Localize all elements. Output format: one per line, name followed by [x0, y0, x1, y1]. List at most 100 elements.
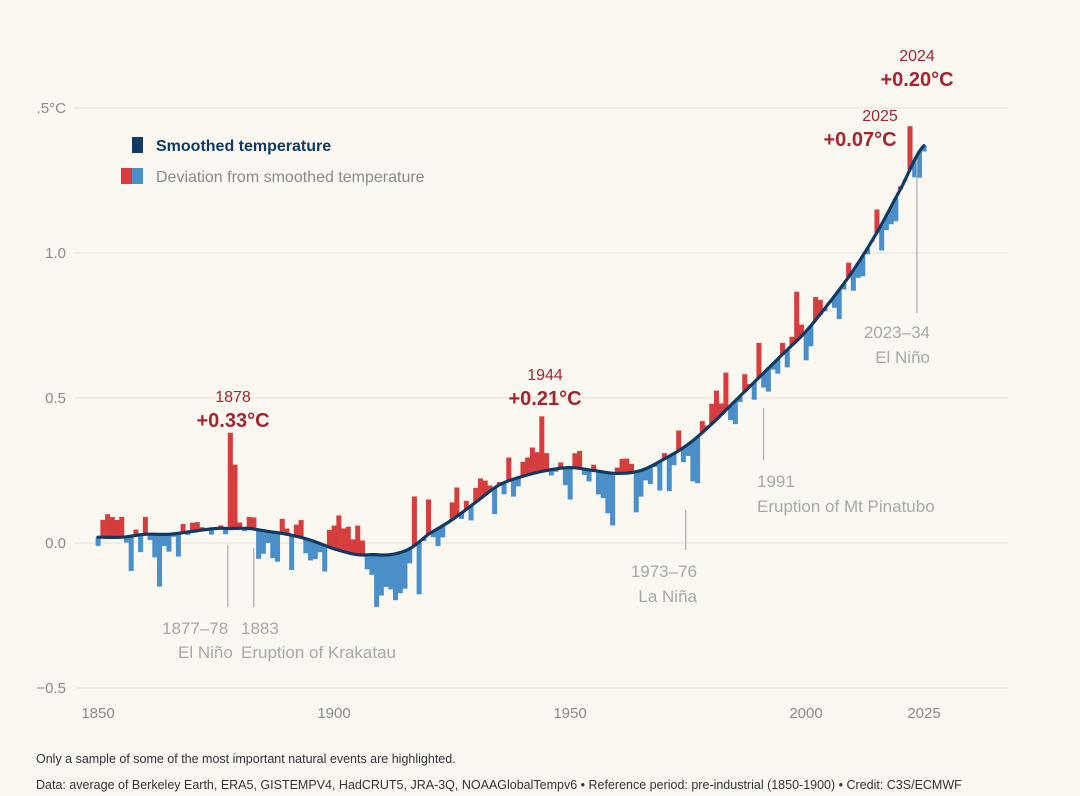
deviation-bar: [690, 440, 696, 482]
deviation-bar: [600, 471, 606, 499]
deviation-bar: [699, 421, 705, 433]
deviation-bar: [166, 534, 172, 552]
deviation-bar: [128, 536, 134, 571]
deviation-bar: [454, 487, 460, 517]
deviation-bar: [619, 458, 625, 474]
deviation-bar: [114, 519, 120, 538]
legend-swatch-deviation-below: [132, 168, 143, 184]
deviation-bar: [388, 554, 394, 590]
annotation-year: 2025: [862, 108, 898, 125]
deviation-bar: [152, 534, 158, 558]
deviation-bar: [581, 469, 587, 475]
event-description-label: Eruption of Mt Pinatubo: [757, 497, 935, 516]
deviation-bar: [416, 542, 422, 595]
event-year-label: 1973–76: [631, 562, 697, 581]
x-tick-label: 1900: [317, 705, 350, 722]
axes: .5°C 1.0 0.5 0.0 −0.5 1850 1900 1950 2000 2025: [36, 100, 940, 722]
annotation-value: +0.20°C: [880, 69, 953, 91]
deviation-bar: [633, 471, 639, 513]
deviation-bar: [506, 457, 512, 481]
event-description-label: El Niño: [875, 348, 930, 367]
deviation-bar: [775, 359, 781, 374]
deviation-bar: [789, 336, 795, 346]
deviation-bars: [95, 126, 927, 607]
deviation-bar: [175, 533, 181, 557]
deviation-bar: [331, 525, 337, 549]
deviation-bar: [685, 444, 691, 456]
deviation-bar: [643, 468, 649, 481]
deviation-bar: [100, 519, 106, 538]
deviation-bar: [336, 515, 342, 551]
deviation-bar: [780, 342, 786, 355]
deviation-bar: [326, 529, 332, 548]
deviation-bar: [308, 540, 314, 561]
annotations: 1878 +0.33°C 1944 +0.21°C 2025 +0.07°C 2024 +0.…: [196, 48, 953, 432]
deviation-bar: [912, 159, 918, 178]
deviation-bar: [251, 517, 257, 530]
annotation-value: +0.07°C: [823, 129, 896, 151]
gridlines: [75, 107, 1008, 689]
deviation-bar: [662, 453, 668, 459]
deviation-bar: [770, 363, 776, 370]
deviation-bar: [355, 525, 361, 555]
deviation-bar: [402, 550, 408, 589]
deviation-bar: [227, 432, 233, 529]
deviation-bar: [548, 469, 554, 476]
x-tick-label: 1850: [81, 705, 114, 722]
deviation-bar: [562, 467, 568, 486]
deviation-bar: [246, 516, 252, 529]
deviation-bar: [591, 464, 597, 471]
deviation-bar: [208, 528, 214, 535]
deviation-bar: [322, 545, 328, 572]
deviation-bar: [860, 256, 866, 277]
legend-swatch-smoothed: [132, 137, 143, 153]
y-tick-label: 0.0: [45, 535, 66, 552]
deviation-bar: [477, 478, 483, 499]
deviation-bar: [501, 482, 507, 495]
deviation-bar: [893, 197, 899, 222]
deviation-bar: [312, 541, 318, 560]
deviation-bar: [836, 290, 842, 320]
deviation-bar: [303, 538, 309, 554]
deviation-bar: [459, 513, 465, 519]
deviation-bar: [765, 368, 771, 392]
deviation-bar: [492, 487, 498, 515]
deviation-bar: [468, 505, 474, 521]
deviation-bar: [874, 209, 880, 233]
deviation-bar: [289, 535, 295, 571]
deviation-bar: [544, 453, 550, 471]
deviation-bar: [317, 543, 323, 553]
deviation-bar: [430, 531, 436, 538]
deviation-bar: [237, 522, 243, 529]
deviation-bar: [883, 215, 889, 231]
deviation-bar: [270, 532, 276, 559]
deviation-bar: [369, 554, 375, 575]
legend-swatch-deviation-above: [121, 168, 132, 184]
deviation-bar: [265, 531, 271, 543]
annotation-value: +0.21°C: [508, 388, 581, 410]
deviation-bar: [907, 126, 913, 170]
deviation-bar: [374, 554, 380, 607]
deviation-bar: [572, 453, 578, 468]
footnote-note: Only a sample of some of the most import…: [36, 752, 456, 766]
deviation-bar: [520, 461, 526, 477]
deviation-bar: [359, 540, 365, 556]
deviation-bar: [539, 416, 545, 472]
deviation-bar: [921, 145, 927, 152]
deviation-bar: [638, 470, 644, 497]
deviation-bar: [850, 270, 856, 291]
deviation-bar: [595, 471, 601, 495]
deviation-bar: [279, 518, 285, 534]
deviation-bar: [463, 500, 469, 510]
deviation-bar: [558, 462, 564, 469]
deviation-bar: [364, 554, 370, 570]
deviation-bar: [194, 522, 200, 531]
event-description-label: Eruption of Krakatau: [241, 643, 396, 662]
deviation-bar: [284, 528, 290, 535]
event-year-label: 2023–34: [864, 323, 930, 342]
deviation-bar: [133, 529, 139, 536]
deviation-bar: [751, 382, 757, 400]
deviation-bar: [817, 299, 823, 315]
deviation-bar: [794, 291, 800, 341]
deviation-bar: [577, 450, 583, 469]
